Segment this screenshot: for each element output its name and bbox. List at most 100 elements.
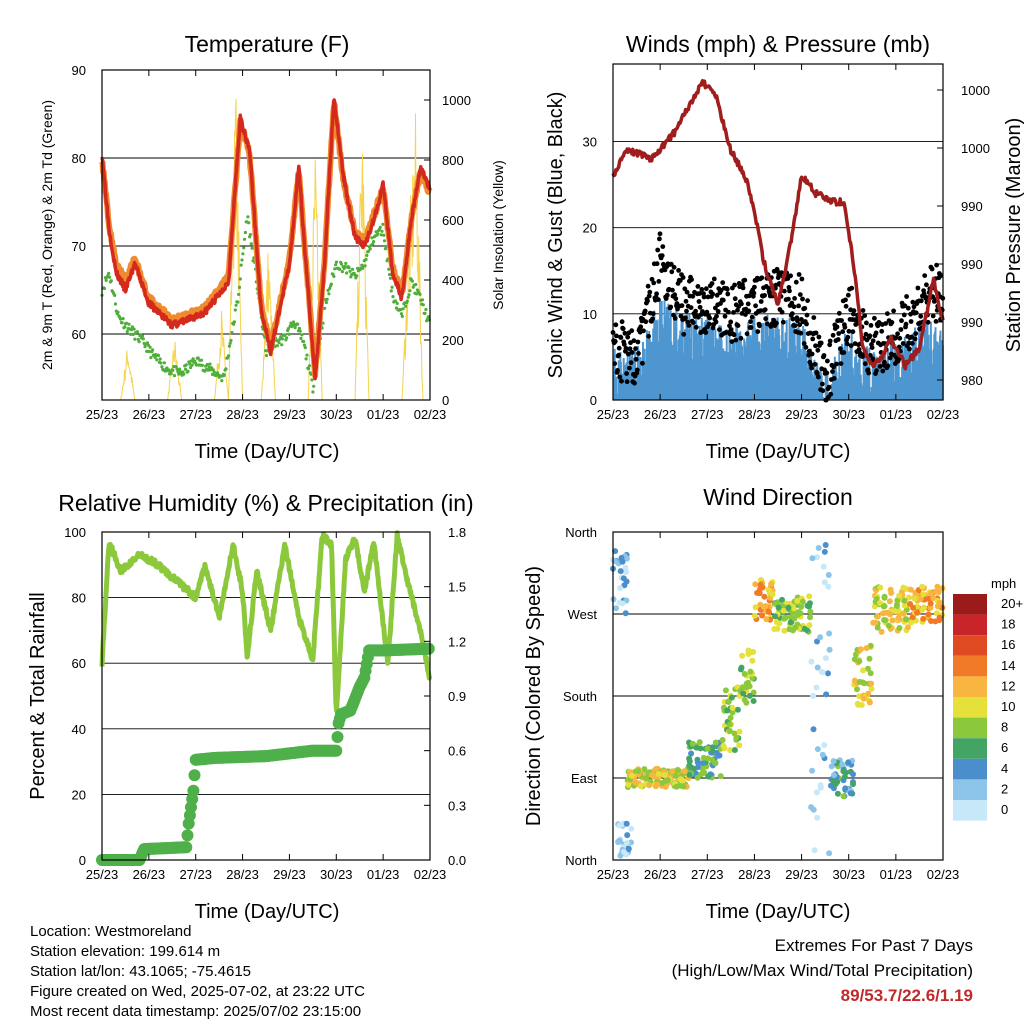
gust-point — [740, 285, 746, 291]
direction-point — [750, 698, 757, 704]
gust-point — [812, 361, 818, 367]
dewpoint-point — [156, 353, 161, 357]
wind-ytick-label: 30 — [583, 135, 597, 150]
direction-point — [864, 665, 871, 672]
gust-point — [727, 323, 732, 329]
direction-cluster — [615, 820, 635, 859]
gust-point — [616, 352, 622, 358]
dewpoint-point — [324, 300, 328, 305]
direction-point — [819, 751, 826, 758]
direction-point — [731, 747, 738, 753]
gust-point — [905, 305, 911, 311]
gust-point — [899, 318, 904, 324]
rh-ytick-label: 0 — [79, 853, 86, 868]
dewpoint-point — [151, 348, 155, 352]
gust-point — [681, 331, 687, 337]
gust-point — [885, 311, 890, 316]
precip-point — [331, 731, 344, 743]
humidity-ticks: 0 20 40 60 80 100 0.0 0.3 0.6 0.9 1.2 1.5 1.8 25/23 26… — [64, 525, 466, 882]
direction-point — [928, 590, 935, 597]
direction-point — [860, 695, 867, 702]
dewpoint-point — [207, 365, 211, 369]
direction-point — [705, 773, 712, 780]
gust-point — [649, 276, 655, 282]
direction-ylabel-left: Direction (Colored By Speed) — [523, 566, 545, 826]
dewpoint-point — [378, 225, 382, 229]
direction-point — [811, 847, 818, 854]
direction-point — [720, 742, 727, 749]
legend-swatch — [953, 594, 987, 615]
dewpoint-point — [399, 312, 403, 316]
gust-point — [826, 384, 832, 390]
gust-point — [840, 329, 846, 335]
precip-ytick-label: 0.9 — [448, 689, 466, 704]
direction-point — [839, 761, 846, 768]
direction-point — [927, 600, 934, 607]
dewpoint-point — [162, 361, 166, 365]
gust-point — [616, 345, 622, 351]
direction-title: Wind Direction — [703, 484, 853, 510]
gust-point — [635, 339, 641, 345]
temp-xtick-label: 28/23 — [226, 407, 259, 422]
legend-label: 16 — [1001, 637, 1015, 652]
dewpoint-point — [307, 367, 311, 371]
wind-series — [612, 299, 944, 400]
direction-point — [798, 603, 805, 610]
gust-point — [744, 331, 750, 337]
gust-point — [831, 364, 836, 370]
direction-point — [616, 822, 623, 829]
dewpoint-point — [135, 330, 139, 334]
gust-point — [646, 293, 652, 299]
rh-ytick-label: 80 — [72, 591, 86, 606]
gust-point — [693, 308, 698, 314]
legend-label: 4 — [1001, 761, 1008, 776]
dewpoint-point — [414, 282, 418, 287]
gust-point — [650, 316, 655, 322]
direction-point — [919, 583, 926, 590]
gust-point — [779, 309, 785, 315]
direction-point — [857, 646, 864, 653]
dewpoint-point — [190, 363, 194, 367]
extremes-subheading: (High/Low/Max Wind/Total Precipitation) — [671, 961, 973, 980]
direction-point — [814, 746, 821, 753]
direction-point — [820, 563, 827, 570]
direction-point — [677, 776, 684, 783]
direction-point — [622, 610, 629, 617]
dewpoint-point — [184, 363, 188, 367]
temp-xtick-label: 25/23 — [86, 407, 119, 422]
gust-point — [715, 309, 721, 314]
direction-point — [868, 685, 875, 692]
dewpoint-point — [210, 372, 215, 376]
temp-xtick-label: 02/23 — [414, 407, 447, 422]
speed-legend: 20+ 18 16 14 12 10 8 6 4 2 0 — [953, 594, 1023, 821]
dewpoint-point — [102, 286, 107, 291]
solar-ytick-label: 400 — [442, 273, 464, 288]
gust-point — [618, 335, 624, 340]
gust-point — [624, 379, 630, 385]
gust-point — [619, 378, 624, 384]
dewpoint-point — [304, 357, 308, 361]
gust-point — [873, 330, 879, 336]
dir-xtick-label: 28/23 — [738, 867, 771, 882]
legend-label: 6 — [1001, 740, 1008, 755]
gust-point — [636, 351, 641, 356]
gust-point — [749, 314, 755, 320]
direction-point — [880, 603, 887, 610]
gust-point — [800, 296, 805, 302]
gust-point — [836, 331, 842, 336]
direction-point — [856, 678, 863, 685]
direction-point — [618, 554, 625, 561]
direction-cluster — [719, 684, 743, 754]
gust-point — [864, 320, 869, 326]
dewpoint-point — [395, 301, 399, 305]
dewpoint-point — [143, 345, 147, 349]
dewpoint-point — [108, 275, 112, 279]
gust-point — [668, 304, 674, 310]
dewpoint-point — [289, 321, 293, 325]
dewpoint-point — [364, 257, 368, 262]
dewpoint-point — [344, 261, 348, 265]
gust-point — [868, 323, 874, 328]
gust-point — [790, 316, 796, 322]
gust-point — [824, 370, 830, 376]
direction-point — [717, 773, 724, 780]
